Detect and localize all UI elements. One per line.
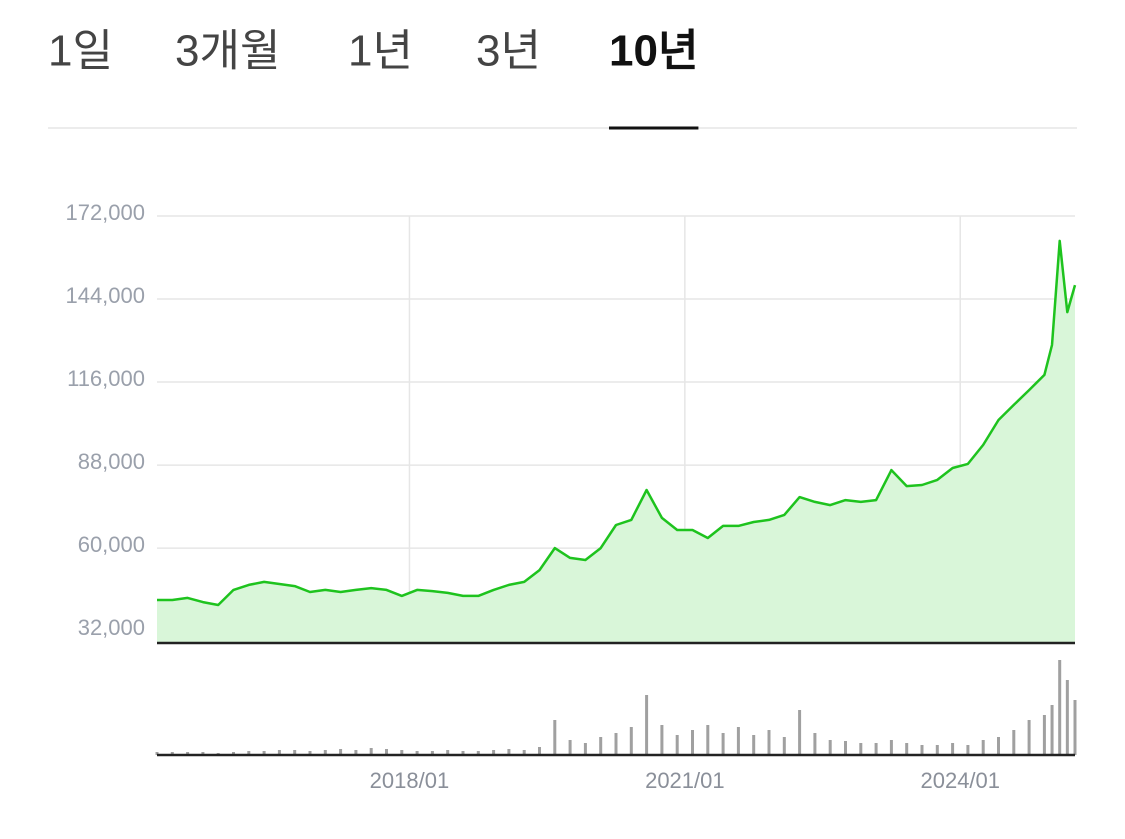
- volume-bar: [798, 710, 802, 755]
- volume-bar: [507, 749, 511, 755]
- volume-bar: [1042, 715, 1046, 755]
- volume-bar: [1073, 700, 1077, 755]
- x-tick-label: 2018/01: [370, 768, 450, 793]
- volume-bar: [232, 752, 235, 755]
- y-tick-label: 32,000: [78, 615, 145, 640]
- volume-bar: [553, 720, 557, 755]
- volume-bar: [874, 743, 878, 755]
- volume-bar: [201, 752, 205, 755]
- volume-bar: [660, 725, 664, 755]
- volume-bar: [155, 752, 159, 755]
- volume-bar: [354, 750, 358, 755]
- y-tick-label: 144,000: [65, 283, 145, 308]
- y-tick-label: 60,000: [78, 532, 145, 557]
- volume-bar: [935, 745, 939, 755]
- volume-bar: [675, 735, 679, 755]
- x-tick-label: 2021/01: [645, 768, 725, 793]
- volume-bar: [1012, 730, 1016, 755]
- volume-bar: [920, 745, 924, 755]
- volume-bar: [430, 751, 434, 755]
- volume-bar: [461, 751, 465, 755]
- y-tick-label: 88,000: [78, 449, 145, 474]
- volume-bar: [905, 743, 909, 755]
- tab[interactable]: 3년: [476, 27, 541, 76]
- volume-bar: [186, 752, 190, 755]
- volume-bar: [339, 749, 343, 755]
- chart: 32,000 60,000 88,000 116,000 144,000 172,000 2…: [65, 200, 1077, 793]
- volume-bar: [844, 741, 847, 755]
- volume-bar: [476, 751, 480, 755]
- volume-bar: [645, 695, 649, 755]
- price-area: [157, 240, 1075, 643]
- price-line: [157, 239, 1077, 607]
- volume-bar: [170, 752, 174, 755]
- volume-bar: [706, 725, 710, 755]
- volume-bar: [1058, 660, 1062, 755]
- volume-bar: [400, 750, 404, 755]
- volume-bar: [446, 750, 450, 755]
- volume-bar: [721, 733, 725, 755]
- y-tick-label: 116,000: [67, 366, 145, 391]
- y-tick-label: 172,000: [65, 200, 145, 225]
- volume-bar: [997, 737, 1000, 755]
- tab[interactable]: 10년: [609, 27, 698, 76]
- volume-bar: [385, 749, 388, 755]
- volume-bar: [247, 751, 251, 755]
- volume-bar: [951, 743, 955, 755]
- tab[interactable]: 3개월: [175, 27, 280, 76]
- volume-bar: [538, 747, 541, 755]
- volume-bar: [767, 730, 771, 755]
- volume-bar: [492, 750, 496, 755]
- tab[interactable]: 1년: [348, 27, 413, 76]
- volume-bar: [568, 740, 572, 755]
- volume-bar: [599, 737, 603, 755]
- volume-bar: [691, 730, 694, 755]
- volume-bar: [966, 745, 970, 755]
- volume-bar: [277, 750, 281, 755]
- volume-bar: [1065, 680, 1069, 755]
- volume-bar: [308, 751, 312, 755]
- volume-bar: [828, 740, 832, 755]
- volume-bar: [782, 737, 786, 755]
- volume-bar: [369, 748, 373, 755]
- volume-bar: [1027, 720, 1031, 755]
- volume-bar: [629, 727, 633, 755]
- volume-bar: [752, 735, 756, 755]
- volume-bar: [981, 740, 985, 755]
- tab[interactable]: 1일: [48, 27, 113, 76]
- volume-bar: [736, 727, 740, 755]
- volume-bar: [1050, 705, 1054, 755]
- tab-bar: 1일 3개월 1년 3년 10년: [48, 27, 699, 130]
- volume-bar: [522, 750, 526, 755]
- volume-bar: [262, 751, 266, 755]
- volume-bar: [415, 751, 419, 755]
- volume-bar: [813, 733, 817, 755]
- volume-bar: [614, 733, 618, 755]
- x-tick-label: 2024/01: [920, 768, 1000, 793]
- volume-bar: [859, 743, 863, 755]
- volume-bar: [323, 750, 327, 755]
- volume-bar: [889, 740, 893, 755]
- volume-bar: [293, 750, 297, 755]
- volume-bar: [583, 743, 587, 755]
